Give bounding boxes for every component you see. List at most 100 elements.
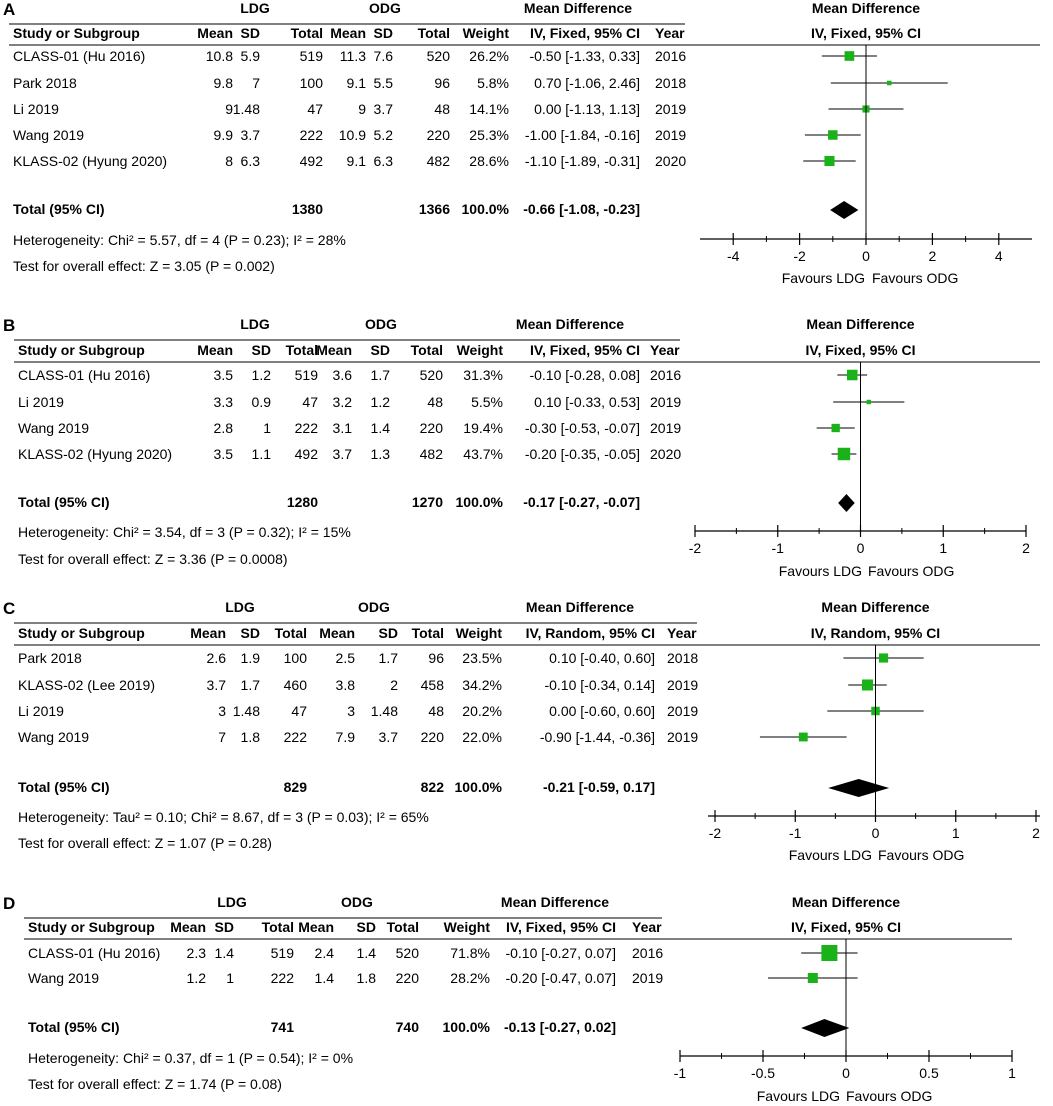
odg-sd: 1.2 xyxy=(371,394,391,410)
ldg-total: 47 xyxy=(302,394,318,410)
panel-label: C xyxy=(3,599,15,618)
study-weight: 28.2% xyxy=(450,970,490,986)
study-year: 2020 xyxy=(655,153,686,169)
ldg-sd: 7 xyxy=(252,75,260,91)
col-sd-2: SD xyxy=(357,919,376,935)
ldg-sd: 1.7 xyxy=(241,677,261,693)
effect-square xyxy=(821,945,838,961)
study-year: 2018 xyxy=(655,75,686,91)
ldg-total: 222 xyxy=(284,729,308,745)
col-mean-1: Mean xyxy=(190,625,226,641)
favours-right-label: Favours ODG xyxy=(872,270,958,286)
study-name: Park 2018 xyxy=(13,75,77,91)
odg-sd: 1.48 xyxy=(371,703,398,719)
total-label: Total (95% CI) xyxy=(13,201,105,217)
x-tick-label: 4 xyxy=(995,248,1003,264)
x-tick-label: 0 xyxy=(857,540,865,556)
ldg-mean: 2.6 xyxy=(207,650,227,666)
col-total-1: Total xyxy=(291,25,323,41)
odg-mean: 3.7 xyxy=(333,446,353,462)
col-year: Year xyxy=(650,342,680,358)
col-ci: IV, Fixed, 95% CI xyxy=(530,25,640,41)
heterogeneity-stat: Heterogeneity: Tau² = 0.10; Chi² = 8.67,… xyxy=(18,809,429,825)
study-row: KLASS-02 (Lee 2019) 3.7 1.7 460 3.8 2 458 34.2%… xyxy=(18,677,887,693)
ldg-total: 222 xyxy=(295,420,319,436)
study-row: Li 2019 3.3 0.9 47 3.2 1.2 48 5.5% 0.10 [-0.33, … xyxy=(18,394,905,410)
ldg-mean: 9.9 xyxy=(214,127,234,143)
total-n-odg: 1270 xyxy=(412,494,443,510)
odg-sd: 1.7 xyxy=(379,650,399,666)
col-study: Study or Subgroup xyxy=(28,919,155,935)
odg-total: 220 xyxy=(421,729,445,745)
ldg-total: 460 xyxy=(284,677,308,693)
x-tick-label: 1 xyxy=(1008,1065,1016,1081)
x-tick-label: -0.5 xyxy=(751,1065,775,1081)
effect-square xyxy=(861,679,873,691)
study-row: Park 2018 9.8 7 100 9.1 5.5 96 5.8% 0.70 [-1.06,… xyxy=(13,75,948,91)
effect-square xyxy=(866,399,871,405)
favours-right-label: Favours ODG xyxy=(868,563,954,579)
study-ci: -0.20 [-0.35, -0.05] xyxy=(525,446,640,462)
x-tick-label: -2 xyxy=(709,825,722,841)
odg-mean: 1.4 xyxy=(315,970,335,986)
x-tick-label: -2 xyxy=(793,248,806,264)
total-weight: 100.0% xyxy=(455,779,503,795)
forest-panel-b: B LDG ODG Mean Difference Mean Difference Stu… xyxy=(3,316,1040,579)
group2-header: ODG xyxy=(365,316,397,332)
study-ci: 0.00 [-1.13, 1.13] xyxy=(534,101,640,117)
effect-header-right: Mean Difference xyxy=(792,894,900,910)
ldg-sd: 0.9 xyxy=(252,394,272,410)
col-total-1: Total xyxy=(262,919,294,935)
favours-left-label: Favours LDG xyxy=(757,1088,840,1104)
x-tick-label: 1 xyxy=(939,540,947,556)
study-ci: -0.10 [-0.27, 0.07] xyxy=(505,945,616,961)
effect-header-right: Mean Difference xyxy=(812,0,920,16)
odg-total: 96 xyxy=(428,650,444,666)
total-row: Total (95% CI) 1380 1366 100.0% -0.66 [-1.08… xyxy=(13,201,859,219)
total-ci: -0.66 [-1.08, -0.23] xyxy=(523,201,640,217)
study-ci: 0.10 [-0.33, 0.53] xyxy=(534,394,640,410)
ldg-mean: 8 xyxy=(225,153,233,169)
odg-sd: 1.8 xyxy=(357,970,377,986)
study-row: CLASS-01 (Hu 2016) 10.8 5.9 519 11.3 7.6 520 26… xyxy=(13,48,877,64)
ldg-mean: 9.8 xyxy=(214,75,234,91)
ldg-total: 519 xyxy=(271,945,295,961)
odg-mean: 7.9 xyxy=(336,729,356,745)
col-ci: IV, Random, 95% CI xyxy=(526,625,655,641)
ldg-sd: 3.7 xyxy=(241,127,261,143)
study-weight: 34.2% xyxy=(462,677,502,693)
col-sd-1: SD xyxy=(215,919,234,935)
group2-header: ODG xyxy=(358,599,390,615)
ldg-mean: 2.3 xyxy=(187,945,207,961)
odg-mean: 3.6 xyxy=(333,367,353,383)
effect-square xyxy=(846,369,858,381)
total-row: Total (95% CI) 1280 1270 100.0% -0.17 [-0.27… xyxy=(18,494,855,512)
x-tick-label: 2 xyxy=(1022,540,1030,556)
x-tick-label: -1 xyxy=(789,825,802,841)
favours-left-label: Favours LDG xyxy=(779,563,862,579)
odg-total: 520 xyxy=(396,945,420,961)
study-year: 2019 xyxy=(650,394,681,410)
col-total-1: Total xyxy=(286,342,318,358)
study-name: Li 2019 xyxy=(18,703,64,719)
ldg-sd: 1.9 xyxy=(241,650,261,666)
study-year: 2019 xyxy=(667,703,698,719)
study-name: CLASS-01 (Hu 2016) xyxy=(18,367,150,383)
study-ci: -0.30 [-0.53, -0.07] xyxy=(525,420,640,436)
effect-header-left: Mean Difference xyxy=(516,316,624,332)
study-row: Wang 2019 1.2 1 222 1.4 1.8 220 28.2% -0.20 [-0.… xyxy=(28,970,858,986)
total-weight: 100.0% xyxy=(443,1019,491,1035)
study-year: 2019 xyxy=(667,677,698,693)
study-weight: 71.8% xyxy=(450,945,490,961)
heterogeneity-stat: Heterogeneity: Chi² = 5.57, df = 4 (P = … xyxy=(13,232,346,248)
odg-mean: 9.1 xyxy=(347,75,367,91)
ldg-mean: 1.2 xyxy=(187,970,207,986)
study-name: CLASS-01 (Hu 2016) xyxy=(13,48,145,64)
odg-total: 520 xyxy=(420,367,444,383)
odg-mean: 11.3 xyxy=(340,48,366,64)
odg-mean: 2.5 xyxy=(336,650,356,666)
favours-left-label: Favours LDG xyxy=(789,847,872,863)
study-year: 2018 xyxy=(667,650,698,666)
col-study: Study or Subgroup xyxy=(18,342,145,358)
